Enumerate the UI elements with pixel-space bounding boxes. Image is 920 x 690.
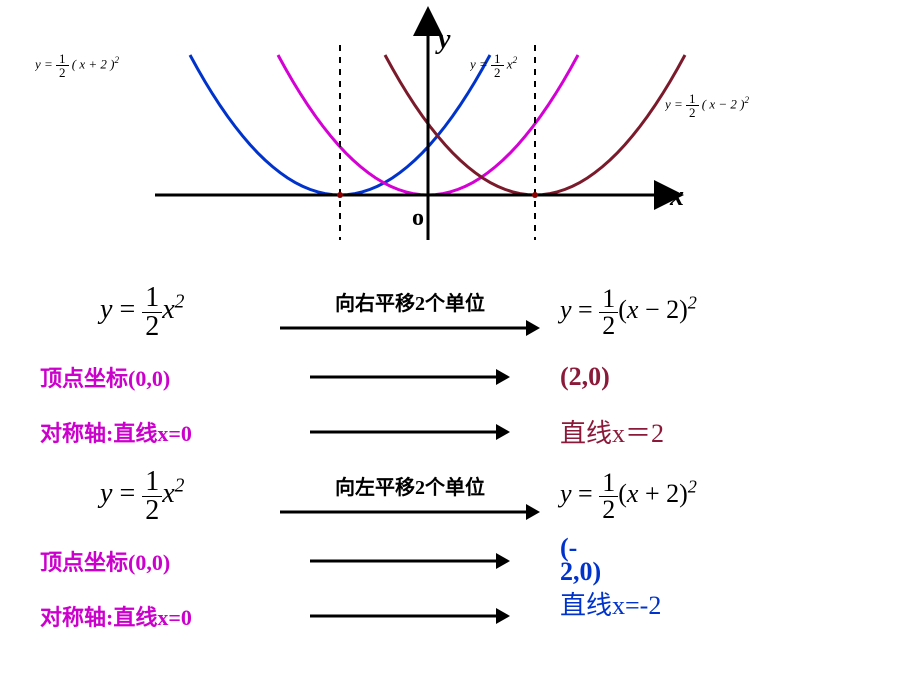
row-left: y = 12x2: [0, 468, 270, 525]
row-mid: [270, 606, 550, 626]
row-mid: [270, 367, 550, 387]
row-mid: [270, 422, 550, 442]
axis-label: x: [669, 181, 684, 212]
right-label: (-2,0): [560, 536, 601, 583]
right-label: 直线x＝2: [560, 419, 664, 448]
left-label: 顶点坐标(0,0): [40, 550, 170, 575]
row-4: 顶点坐标(0,0) (-2,0): [0, 533, 920, 588]
eq-label-0: y = 12 ( x + 2 )2: [35, 52, 275, 92]
vertex-dot-1: [532, 192, 538, 198]
right-label: (2,0): [560, 362, 610, 391]
arrow-icon: [280, 318, 540, 338]
row-right: 直线x＝2: [550, 413, 920, 450]
row-mid: 向左平移2个单位: [270, 471, 550, 522]
row-right: (-2,0): [550, 536, 920, 584]
arrow-icon: [280, 502, 540, 522]
transformation-rows: y = 12x2 向右平移2个单位 y = 12(x − 2)2 顶点坐标(0,0) (…: [0, 275, 920, 643]
row-left: 顶点坐标(0,0): [0, 361, 270, 393]
row-2: 对称轴:直线x=0 直线x＝2: [0, 404, 920, 459]
row-mid: 向右平移2个单位: [270, 287, 550, 338]
shift-label: 向右平移2个单位: [335, 287, 485, 316]
row-right: 直线x=-2: [550, 585, 920, 622]
row-left: y = 12x2: [0, 284, 270, 341]
row-5: 对称轴:直线x=0 直线x=-2: [0, 588, 920, 643]
arrow-icon: [310, 367, 510, 387]
arrow-icon: [310, 551, 510, 571]
eq-label-2: y = 12 ( x − 2 )2: [665, 92, 905, 132]
chart-area: x y o y = 12 ( x + 2 )2 y = 12 x2y = 12 ( x …: [0, 0, 920, 270]
left-label: 对称轴:直线x=0: [40, 421, 192, 446]
row-3: y = 12x2 向左平移2个单位 y = 12(x + 2)2: [0, 459, 920, 533]
right-label: 直线x=-2: [560, 591, 661, 620]
shift-label: 向左平移2个单位: [335, 471, 485, 500]
row-left: 对称轴:直线x=0: [0, 416, 270, 448]
row-right: y = 12(x − 2)2: [550, 286, 920, 339]
row-mid: [270, 551, 550, 571]
arrow-icon: [310, 422, 510, 442]
chart-svg: x y o y = 12 ( x + 2 )2 y = 12 x2y = 12 ( x …: [0, 0, 920, 270]
row-1: 顶点坐标(0,0) (2,0): [0, 349, 920, 404]
eq-label-1: y = 12 x2: [470, 52, 710, 92]
left-label: 顶点坐标(0,0): [40, 366, 170, 391]
row-left: 顶点坐标(0,0): [0, 545, 270, 577]
row-right: y = 12(x + 2)2: [550, 470, 920, 523]
arrow-icon: [310, 606, 510, 626]
row-left: 对称轴:直线x=0: [0, 600, 270, 632]
left-label: 对称轴:直线x=0: [40, 605, 192, 630]
axis-label: y: [435, 24, 451, 55]
axis-label: o: [412, 205, 424, 231]
vertex-dot-0: [337, 192, 343, 198]
row-0: y = 12x2 向右平移2个单位 y = 12(x − 2)2: [0, 275, 920, 349]
row-right: (2,0): [550, 362, 920, 392]
